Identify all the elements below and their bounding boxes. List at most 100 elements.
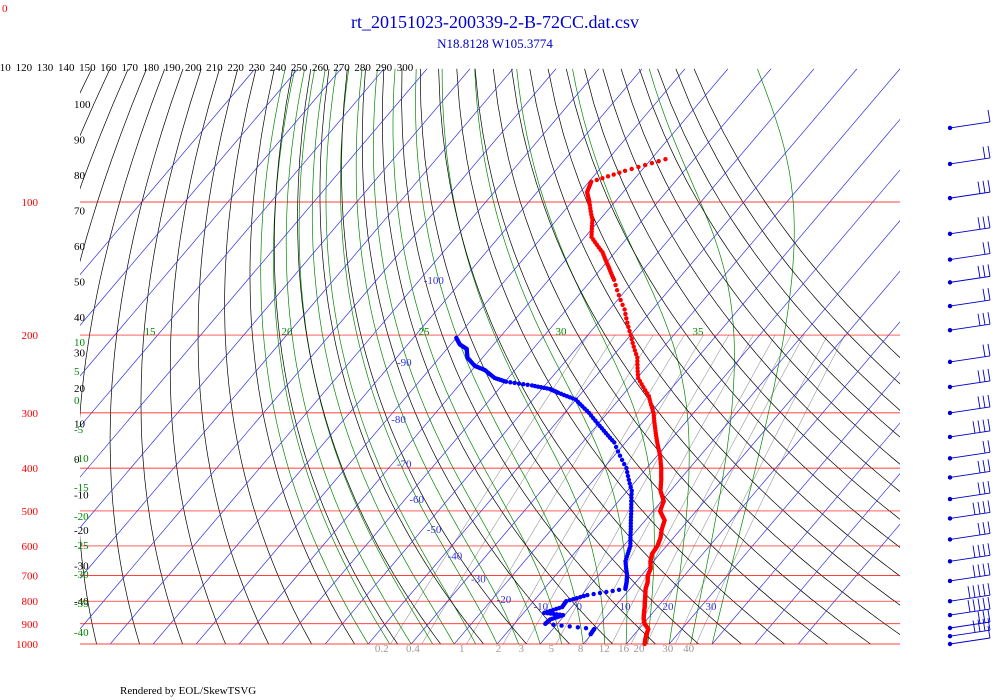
mixing-ratio-line bbox=[646, 334, 805, 644]
dry-adiabat-line bbox=[584, 68, 900, 520]
dewpoint-point bbox=[629, 505, 634, 510]
dewpoint-point bbox=[583, 625, 589, 631]
temperature-point bbox=[626, 324, 631, 330]
isotherm-line bbox=[367, 68, 858, 644]
dry-adiabat-line bbox=[140, 68, 202, 644]
isotherm-line bbox=[80, 68, 385, 428]
mixing-ratio-label: 8 bbox=[578, 643, 584, 655]
isotherm-label: 10 bbox=[620, 601, 632, 613]
wind-barb-flag bbox=[982, 419, 986, 432]
dry-adiabat-line bbox=[382, 68, 614, 644]
wind-barb-shaft bbox=[949, 471, 991, 478]
temperature-point bbox=[642, 162, 648, 168]
wind-barb-flag bbox=[972, 565, 976, 578]
mixing-ratio-label: 20 bbox=[633, 643, 645, 655]
dewpoint-point bbox=[629, 492, 634, 497]
isotherm-line bbox=[754, 473, 900, 644]
moist-adiabat-top-label: 15 bbox=[145, 326, 157, 338]
pressure-tick-label: 300 bbox=[22, 408, 39, 420]
wind-barb-flag bbox=[977, 619, 981, 632]
temperature-point bbox=[624, 316, 629, 321]
isotherm-line bbox=[152, 68, 643, 644]
dry-adiabat-line bbox=[529, 68, 900, 606]
dewpoint-point bbox=[454, 335, 459, 341]
render-credit: Rendered by EOL/SkewTSVG bbox=[120, 685, 256, 697]
dry-adiabat-line bbox=[197, 68, 269, 644]
dry-adiabat-left-label: -20 bbox=[74, 525, 89, 537]
temperature-point bbox=[625, 320, 630, 325]
pressure-tick-label: 600 bbox=[22, 541, 39, 553]
wind-barb-shaft bbox=[949, 380, 991, 388]
isotherm-line bbox=[281, 68, 772, 644]
wind-barb-flag bbox=[987, 500, 991, 513]
wind-barb-flag bbox=[977, 396, 981, 409]
wind-barb-flag bbox=[987, 521, 991, 534]
dry-adiabat-top-label: 280 bbox=[354, 62, 371, 74]
wind-barb-flag bbox=[982, 563, 986, 576]
dewpoint-point bbox=[625, 473, 631, 479]
dewpoint-point bbox=[512, 380, 517, 386]
wind-barb-flag bbox=[987, 109, 991, 123]
mixing-ratio-label: 30 bbox=[662, 643, 674, 655]
wind-barb-flag bbox=[987, 459, 991, 472]
isotherm-line bbox=[80, 68, 342, 377]
wind-barb-shaft bbox=[949, 406, 991, 414]
isotherm-label: 30 bbox=[706, 601, 718, 613]
dry-adiabat-left-label: -40 bbox=[74, 596, 89, 608]
dry-adiabat-line bbox=[0, 69, 74, 654]
isotherm-label: -60 bbox=[409, 494, 424, 506]
chart-subtitle: N18.8128 W105.3774 bbox=[437, 36, 553, 51]
wind-barb-flag bbox=[982, 395, 986, 408]
temperature-point bbox=[635, 372, 641, 377]
dry-adiabat-top-label: 130 bbox=[37, 62, 54, 74]
wind-barb-shaft bbox=[949, 299, 991, 307]
pressure-tick-label: 200 bbox=[22, 330, 39, 342]
isotherm-line bbox=[80, 68, 471, 529]
dewpoint-point bbox=[571, 596, 576, 602]
dewpoint-point bbox=[574, 595, 579, 601]
moist-adiabat-left-label: -25 bbox=[74, 540, 89, 552]
mixing-ratio-label: 40 bbox=[683, 643, 695, 655]
pressure-tick-label: 700 bbox=[22, 571, 39, 583]
temperature-point bbox=[622, 168, 628, 174]
dry-adiabat-top-label: 120 bbox=[16, 62, 33, 74]
dewpoint-series bbox=[454, 335, 634, 637]
dewpoint-point bbox=[516, 381, 522, 386]
dry-adiabat-left-label: 20 bbox=[74, 383, 86, 395]
mixing-ratio-label: 1 bbox=[459, 643, 465, 655]
wind-barb-flag bbox=[977, 564, 981, 577]
pressure-tick-label: 1000 bbox=[16, 639, 39, 651]
moist-adiabat-left-label: 10 bbox=[74, 337, 86, 349]
wind-barb-flag bbox=[987, 215, 991, 228]
moist-adiabat-left-label: -20 bbox=[74, 511, 89, 523]
dewpoint-point bbox=[615, 449, 621, 454]
dewpoint-point bbox=[628, 511, 634, 517]
dewpoint-point bbox=[591, 626, 597, 632]
wind-barb-shaft bbox=[949, 191, 991, 199]
temperature-point bbox=[618, 297, 623, 303]
temperature-point bbox=[627, 328, 632, 334]
moist-adiabat-line bbox=[474, 68, 628, 644]
dry-adiabat-left-label: 0 bbox=[74, 454, 80, 466]
temperature-point bbox=[636, 164, 641, 170]
dewpoint-point bbox=[581, 593, 587, 599]
wind-barb-shaft bbox=[949, 574, 991, 582]
moist-adiabat-left-label: -5 bbox=[74, 424, 84, 436]
wind-barb-flag bbox=[982, 583, 986, 596]
dry-adiabat-line bbox=[341, 68, 528, 644]
moist-adiabat-line bbox=[711, 68, 795, 644]
moist-adiabat-line bbox=[648, 68, 735, 644]
wind-barb-flag bbox=[977, 522, 981, 536]
wind-barb-flag bbox=[987, 625, 991, 639]
dry-adiabat-top-label: 170 bbox=[121, 62, 138, 74]
moist-adiabat-line bbox=[311, 68, 455, 644]
isotherm-line bbox=[80, 68, 428, 478]
temperature-point bbox=[629, 336, 634, 342]
temperature-point bbox=[656, 158, 661, 164]
temperature-point bbox=[635, 365, 640, 371]
dry-adiabat-line bbox=[319, 68, 485, 644]
wind-barb-flag bbox=[987, 609, 991, 623]
chart-title: rt_20151023-200339-2-B-72CC.dat.csv bbox=[351, 12, 639, 32]
wind-barb-shaft bbox=[949, 637, 991, 645]
dry-adiabat-line bbox=[224, 68, 313, 644]
